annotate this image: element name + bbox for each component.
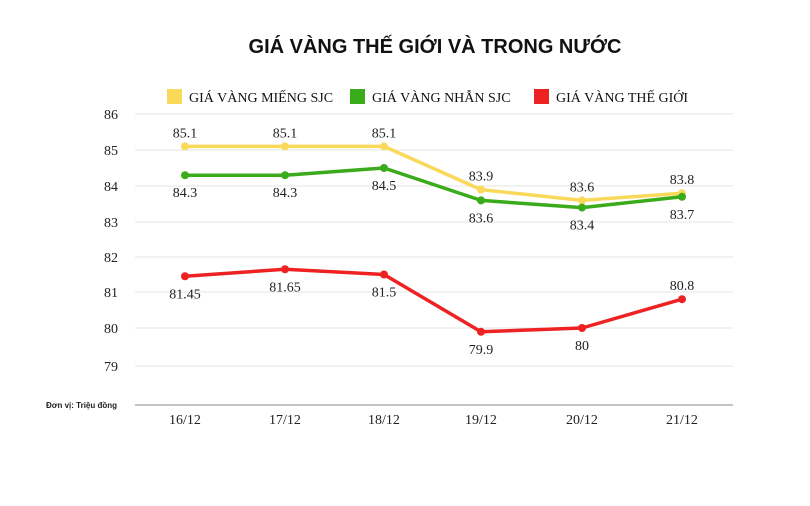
chart-title: GIÁ VÀNG THẾ GIỚI VÀ TRONG NƯỚC: [249, 34, 622, 58]
grid: [135, 113, 733, 367]
data-point: [678, 192, 686, 201]
x-tick-label: 16/12: [169, 413, 201, 428]
series-3: 81.45 81.65 81.5 79.9 80 80.8: [169, 265, 694, 358]
data-label: 84.3: [273, 186, 298, 201]
x-tick-label: 21/12: [666, 413, 698, 428]
data-label: 79.9: [469, 343, 494, 358]
data-label: 83.7: [670, 208, 695, 223]
data-label: 85.1: [273, 126, 298, 141]
data-label: 81.5: [372, 286, 397, 301]
data-point: [281, 171, 289, 180]
y-tick-label: 81: [104, 286, 118, 301]
data-point: [578, 203, 586, 212]
series-2: 84.3 84.3 84.5 83.6 83.4 83.7: [173, 164, 695, 234]
data-label: 85.1: [372, 126, 397, 141]
data-label: 84.5: [372, 179, 397, 194]
y-axis: 86 85 84 83 82 81 80 79: [104, 108, 118, 375]
x-axis: 16/12 17/12 18/12 19/12 20/12 21/12: [169, 413, 698, 428]
data-point: [281, 265, 289, 274]
data-label: 80: [575, 339, 589, 354]
x-tick-label: 19/12: [465, 413, 497, 428]
data-point: [578, 324, 586, 332]
legend-label: GIÁ VÀNG THẾ GIỚI: [556, 89, 688, 106]
series-1: 85.1 85.1 85.1 83.9 83.6 83.8: [173, 126, 695, 205]
legend: GIÁ VÀNG MIẾNG SJC GIÁ VÀNG NHẪN SJC GIÁ V…: [167, 88, 688, 106]
y-tick-label: 79: [104, 360, 118, 375]
legend-swatch: [350, 89, 365, 104]
data-point: [281, 142, 289, 151]
series-line: [183, 267, 684, 334]
data-label: 84.3: [173, 186, 198, 201]
data-label: 83.9: [469, 170, 494, 185]
data-label: 83.6: [469, 211, 494, 226]
x-tick-label: 20/12: [566, 413, 598, 428]
legend-label: GIÁ VÀNG MIẾNG SJC: [189, 89, 333, 106]
data-label: 83.6: [570, 180, 595, 195]
data-point: [181, 272, 189, 281]
y-tick-label: 82: [104, 251, 118, 266]
data-point: [578, 196, 586, 205]
data-point: [380, 164, 388, 172]
data-label: 85.1: [173, 126, 198, 141]
series-group: 85.1 85.1 85.1 83.9 83.6 83.8 84.3 84.3 84.5 83.6…: [169, 126, 694, 357]
data-point: [380, 270, 388, 279]
data-point: [181, 171, 189, 180]
data-label: 81.65: [269, 280, 301, 295]
y-tick-label: 84: [104, 180, 118, 195]
y-tick-label: 83: [104, 216, 118, 231]
y-tick-label: 85: [104, 144, 118, 159]
unit-note: Đơn vị: Triệu đồng: [46, 401, 117, 410]
data-point: [477, 327, 485, 336]
data-point: [380, 142, 388, 151]
legend-swatch: [167, 89, 182, 104]
x-tick-label: 17/12: [269, 413, 301, 428]
series-line: [183, 166, 684, 210]
y-tick-label: 86: [104, 108, 118, 123]
data-label: 81.45: [169, 287, 201, 302]
data-label: 83.8: [670, 173, 695, 188]
y-tick-label: 80: [104, 322, 118, 337]
data-point: [181, 142, 189, 151]
legend-swatch: [534, 89, 549, 104]
data-point: [678, 295, 686, 304]
data-label: 80.8: [670, 279, 695, 294]
series-line: [183, 144, 684, 203]
data-point: [477, 196, 485, 205]
legend-label: GIÁ VÀNG NHẪN SJC: [372, 88, 511, 106]
data-label: 83.4: [570, 219, 595, 234]
data-point: [477, 185, 485, 194]
x-tick-label: 18/12: [368, 413, 400, 428]
